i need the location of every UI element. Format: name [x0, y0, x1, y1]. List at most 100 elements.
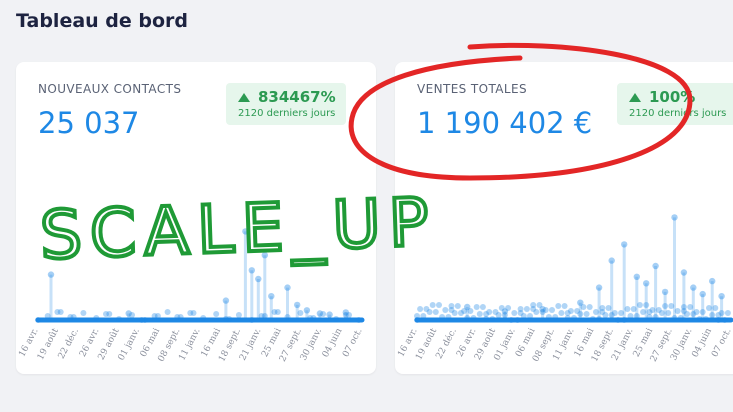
data-point — [658, 310, 665, 316]
data-point — [492, 309, 499, 315]
data-point — [674, 308, 681, 314]
data-point — [445, 314, 452, 320]
data-point — [555, 303, 562, 309]
data-point — [476, 311, 483, 317]
data-point — [310, 315, 317, 321]
data-point — [527, 313, 533, 319]
data-point — [624, 306, 631, 312]
data-point — [596, 316, 603, 322]
period-label: 2120 derniers jours — [238, 108, 336, 119]
data-point — [709, 312, 716, 318]
data-point — [35, 317, 41, 323]
data-point — [577, 311, 584, 317]
data-point — [470, 315, 477, 321]
data-point — [442, 307, 449, 313]
data-point — [583, 311, 590, 317]
data-point — [57, 309, 64, 315]
spike-point — [709, 277, 716, 285]
data-point — [715, 317, 722, 323]
spike-point — [261, 252, 268, 259]
data-point — [643, 302, 650, 308]
card-value: 25 037 — [38, 106, 140, 140]
card-label: NOUVEAUX CONTACTS — [38, 82, 182, 96]
spike-point — [577, 299, 584, 306]
data-point — [680, 304, 687, 310]
card-label: VENTES TOTALES — [417, 82, 527, 96]
data-point — [684, 311, 690, 317]
data-point — [200, 315, 207, 321]
data-point — [235, 312, 242, 318]
change-badge: 834467% 2120 derniers jours — [226, 83, 346, 125]
data-point — [530, 306, 537, 312]
data-point — [574, 308, 581, 314]
data-point — [520, 313, 527, 319]
data-point — [70, 314, 77, 320]
spike-point — [47, 271, 55, 278]
data-point — [489, 316, 496, 322]
spike-point — [595, 284, 603, 291]
data-point — [514, 317, 521, 323]
data-point — [564, 310, 571, 316]
data-point — [423, 306, 430, 312]
data-point — [539, 309, 546, 315]
data-point — [552, 314, 559, 320]
data-point — [580, 304, 587, 310]
data-point — [67, 314, 74, 320]
data-point — [615, 317, 621, 323]
data-point — [116, 316, 122, 322]
data-point — [611, 310, 618, 316]
spike-point — [671, 214, 678, 221]
data-point — [671, 315, 678, 321]
data-point — [599, 309, 606, 315]
data-point — [558, 310, 565, 316]
data-point — [662, 303, 669, 309]
data-point — [633, 313, 640, 319]
data-point — [724, 310, 731, 316]
data-point — [44, 313, 51, 319]
data-point — [498, 305, 505, 311]
data-point — [320, 311, 327, 317]
data-point — [448, 307, 455, 313]
data-point — [141, 317, 148, 323]
data-point — [505, 305, 512, 311]
data-point — [646, 314, 653, 320]
data-point — [93, 315, 100, 321]
spike-point — [303, 307, 311, 314]
data-point — [605, 305, 612, 311]
spike-point — [501, 308, 509, 315]
data-point — [586, 304, 593, 310]
data-point — [454, 303, 461, 309]
data-point — [706, 305, 712, 311]
new-contacts-card[interactable]: NOUVEAUX CONTACTS 25 037 834467% 2120 de… — [16, 62, 376, 374]
data-point — [213, 311, 220, 317]
arrow-up-icon — [238, 92, 250, 102]
data-point — [274, 309, 281, 315]
data-point — [561, 303, 568, 309]
data-point — [665, 310, 672, 316]
data-point — [439, 314, 446, 320]
spike-point — [284, 284, 291, 291]
data-point — [417, 306, 424, 312]
data-point — [80, 310, 87, 316]
spike-point — [718, 293, 725, 300]
total-sales-card[interactable]: VENTES TOTALES 1 190 402 € 100% 2120 der… — [395, 62, 733, 374]
data-point — [414, 313, 420, 319]
data-point — [261, 313, 268, 319]
data-point — [721, 317, 728, 323]
spike-point — [661, 288, 669, 296]
data-point — [508, 317, 515, 323]
data-point — [154, 313, 161, 319]
spike-point — [699, 290, 706, 298]
data-point — [473, 304, 480, 310]
data-point — [621, 317, 628, 323]
data-point — [602, 312, 609, 318]
data-point — [177, 314, 184, 320]
data-point — [426, 309, 433, 315]
data-point — [436, 302, 442, 308]
data-point — [680, 308, 687, 314]
data-point — [174, 314, 181, 320]
spike-point — [316, 310, 324, 317]
data-point — [649, 307, 656, 313]
data-point — [640, 309, 647, 315]
